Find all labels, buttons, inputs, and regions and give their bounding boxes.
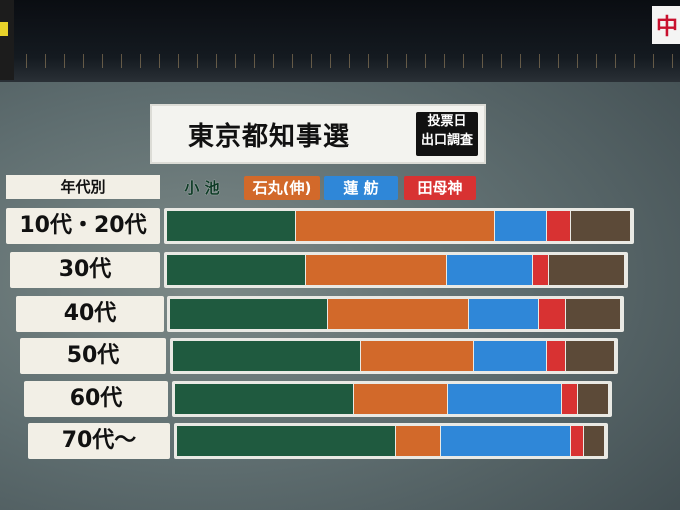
bar-segment-5-1	[175, 384, 353, 414]
bar-segment-5-5	[577, 384, 608, 414]
row-label-4: 50代	[20, 338, 166, 374]
corner-logo	[0, 0, 14, 80]
bar-segment-4-1	[173, 341, 361, 371]
legend-label: 年代別	[6, 175, 160, 199]
night-skyline-background	[0, 0, 680, 82]
exit-poll-badge: 投票日 出口調査	[416, 112, 478, 156]
row-label-1: 10代・20代	[6, 208, 160, 244]
bar-segment-2-2	[306, 255, 446, 285]
bar-segment-6-3	[440, 426, 570, 456]
bar-segment-6-2	[395, 426, 440, 456]
row-label-3: 40代	[16, 296, 164, 332]
row-label-5: 60代	[24, 381, 168, 417]
bar-segment-5-2	[353, 384, 447, 414]
legend-item-3: 蓮 舫	[324, 176, 398, 200]
bar-segment-5-3	[447, 384, 561, 414]
corner-badge: 中	[652, 6, 680, 44]
bar-segment-4-4	[546, 341, 565, 371]
bar-row-4	[170, 338, 618, 374]
bar-segment-4-5	[565, 341, 614, 371]
legend-item-4: 田母神	[404, 176, 476, 200]
bar-segment-6-5	[583, 426, 604, 456]
badge-line-2: 出口調査	[420, 133, 473, 148]
bar-segment-2-1	[167, 255, 306, 285]
bar-segment-4-3	[474, 341, 546, 371]
row-label-2: 30代	[10, 252, 160, 288]
legend-item-2: 石丸(伸)	[244, 176, 320, 200]
row-label-6: 70代〜	[28, 423, 170, 459]
bar-segment-1-3	[495, 211, 546, 241]
bar-segment-2-5	[549, 255, 624, 285]
bar-segment-3-2	[327, 299, 468, 329]
bar-row-5	[172, 381, 612, 417]
badge-line-1: 投票日	[427, 114, 467, 129]
bar-segment-5-4	[561, 384, 577, 414]
bar-segment-1-2	[295, 211, 495, 241]
bar-segment-6-1	[177, 426, 395, 456]
bar-segment-6-4	[570, 426, 583, 456]
bar-segment-3-5	[565, 299, 620, 329]
bar-segment-1-1	[167, 211, 295, 241]
bar-segment-3-4	[539, 299, 565, 329]
city-lights	[0, 54, 680, 68]
bar-segment-4-2	[361, 341, 473, 371]
legend-item-1: 小 池	[184, 179, 220, 197]
bar-segment-1-5	[571, 211, 630, 241]
bar-segment-3-3	[468, 299, 539, 329]
bar-segment-1-4	[546, 211, 571, 241]
bar-segment-2-4	[532, 255, 549, 285]
chart-title: 東京都知事選	[188, 122, 351, 152]
bar-segment-2-3	[446, 255, 532, 285]
bar-row-3	[167, 296, 624, 332]
bar-row-1	[164, 208, 634, 244]
title-panel: 東京都知事選 投票日 出口調査	[150, 104, 486, 164]
bar-row-6	[174, 423, 608, 459]
bar-segment-3-1	[170, 299, 327, 329]
bar-row-2	[164, 252, 628, 288]
